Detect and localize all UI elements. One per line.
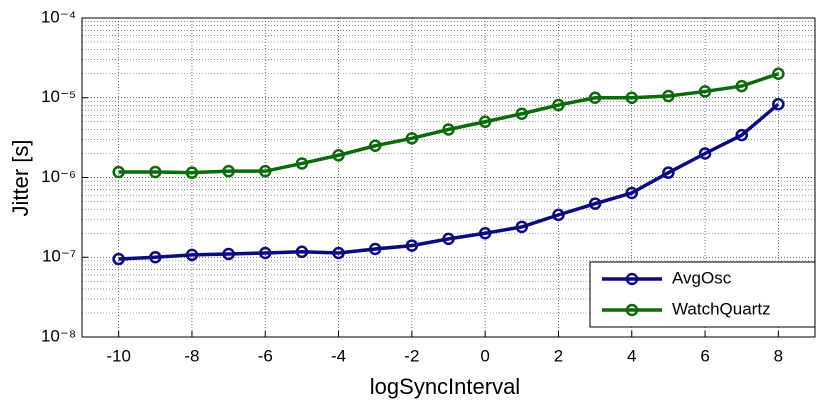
marker <box>259 246 272 260</box>
marker <box>185 166 199 179</box>
marker <box>735 128 748 142</box>
x-tick-label: -4 <box>331 346 346 365</box>
marker <box>625 186 638 200</box>
marker <box>772 97 785 111</box>
x-tick-label: 8 <box>774 346 783 365</box>
marker <box>295 245 309 259</box>
marker <box>552 208 565 222</box>
marker <box>259 164 272 178</box>
legend-label: AvgOsc <box>672 268 732 287</box>
x-tick-label: 2 <box>554 346 563 365</box>
marker <box>478 115 492 129</box>
marker <box>698 147 712 160</box>
marker <box>332 149 345 162</box>
legend-label: WatchQuartz <box>672 299 771 318</box>
marker <box>368 242 382 256</box>
x-axis-label: logSyncInterval <box>370 374 520 399</box>
x-tick-label: 6 <box>700 346 709 365</box>
marker <box>735 79 748 93</box>
marker <box>515 220 529 234</box>
y-tick-label: 10⁻⁶ <box>41 167 76 186</box>
marker <box>295 157 309 170</box>
marker <box>625 91 638 104</box>
marker <box>332 246 345 260</box>
legend-box <box>589 261 816 328</box>
legend-marker <box>625 303 639 317</box>
series-line <box>118 72 779 175</box>
series-line <box>118 102 780 261</box>
marker <box>552 98 565 112</box>
x-tick-label: -10 <box>106 346 131 365</box>
marker <box>405 132 419 145</box>
marker <box>222 247 235 261</box>
x-tick-label: -2 <box>404 346 419 365</box>
marker <box>442 123 455 136</box>
marker <box>442 232 455 246</box>
marker <box>515 107 529 121</box>
legend-marker <box>625 272 639 286</box>
marker <box>185 248 199 262</box>
y-tick-label: 10⁻⁴ <box>41 7 76 26</box>
marker <box>588 197 602 210</box>
x-tick-label: -6 <box>258 346 273 365</box>
marker <box>772 67 785 80</box>
x-tick-label: -8 <box>184 346 199 365</box>
marker <box>112 165 125 179</box>
marker <box>478 226 492 240</box>
marker <box>662 166 675 179</box>
marker <box>662 89 675 103</box>
y-tick-label: 10⁻⁵ <box>41 87 76 106</box>
marker <box>149 165 162 179</box>
marker <box>405 239 419 252</box>
marker <box>698 85 712 98</box>
plot-frame <box>81 17 816 338</box>
marker <box>588 91 602 104</box>
marker <box>222 164 235 178</box>
marker <box>149 251 162 264</box>
y-tick-label: 10⁻⁷ <box>42 247 76 266</box>
y-axis-label: Jitter [s] <box>8 139 33 216</box>
marker <box>112 252 125 266</box>
marker <box>368 139 382 153</box>
x-tick-label: 4 <box>627 346 636 365</box>
x-tick-label: 0 <box>480 346 489 365</box>
y-tick-label: 10⁻⁸ <box>41 326 76 345</box>
